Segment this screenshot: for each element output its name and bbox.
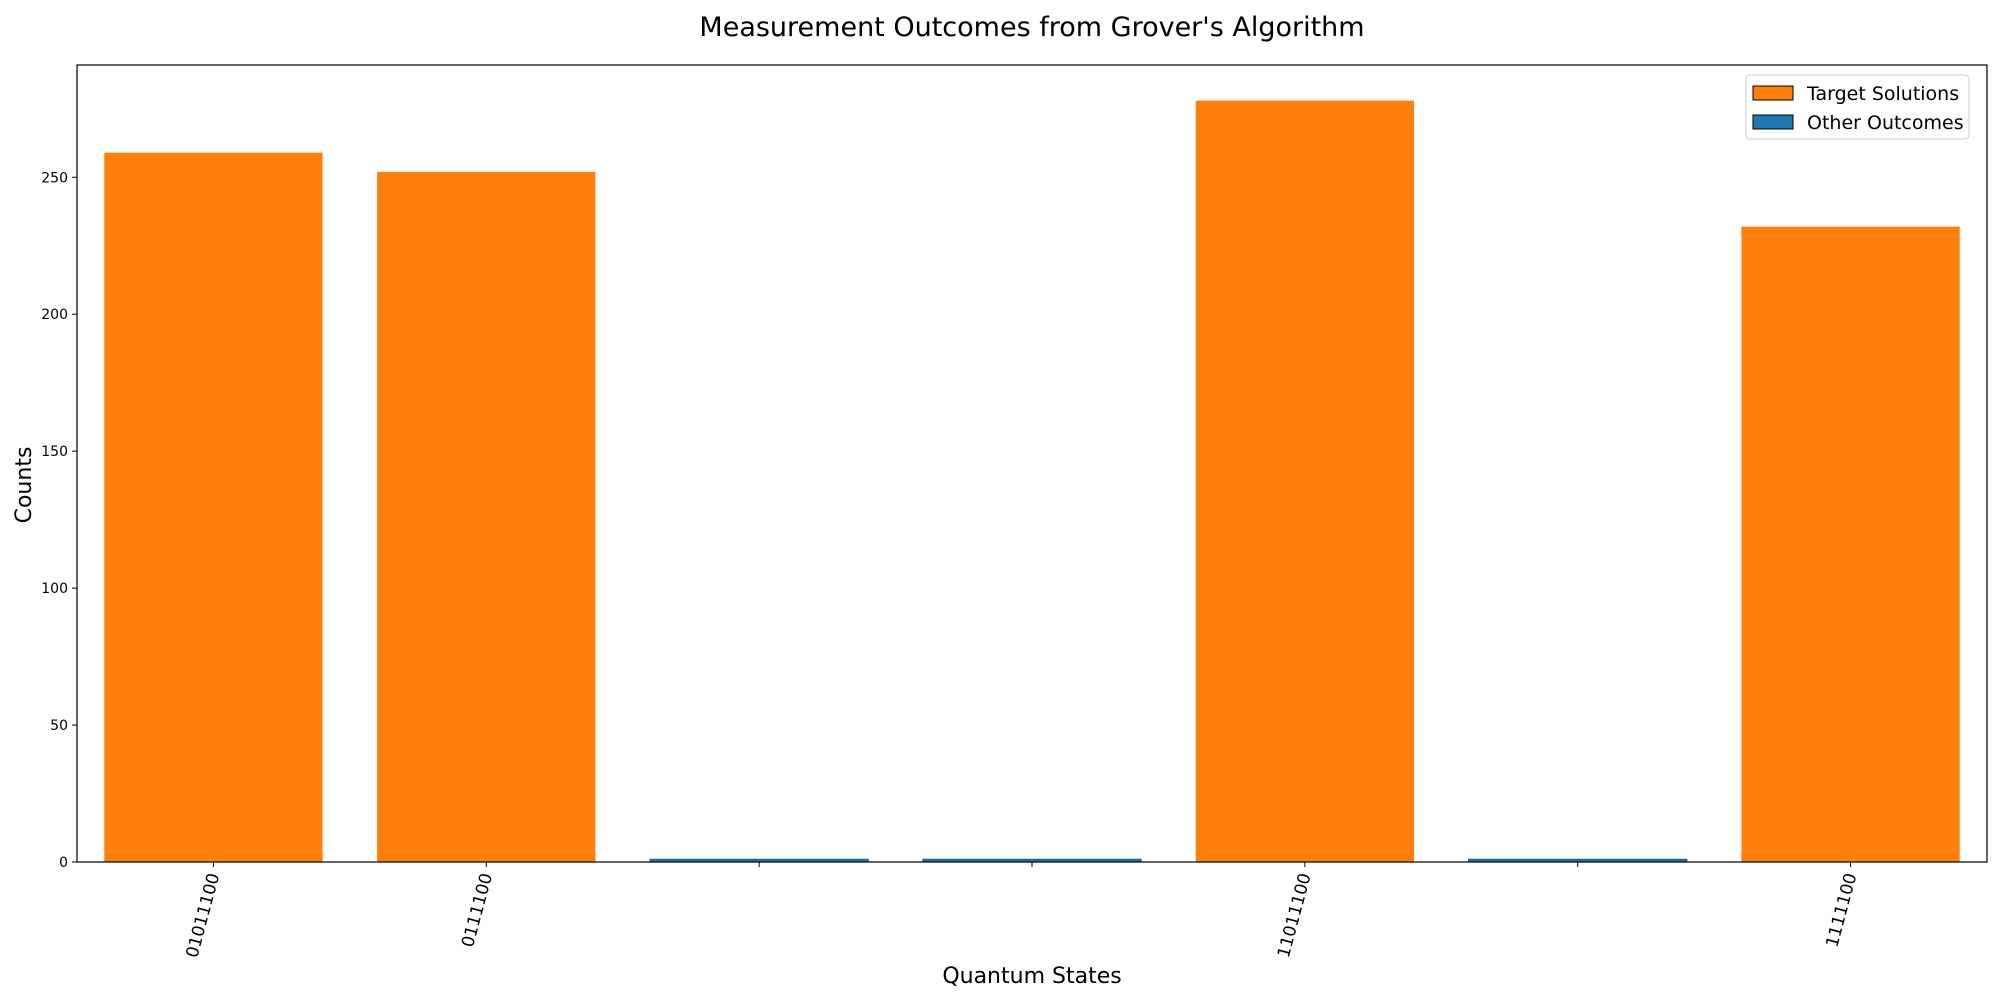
x-axis-label: Quantum States <box>942 964 1121 989</box>
y-tick-label: 150 <box>41 444 68 460</box>
y-tick-label: 200 <box>41 307 68 323</box>
y-axis: 0 50 100 150 200 250 <box>41 170 77 871</box>
legend-swatch <box>1752 85 1794 101</box>
x-tick-label: 1111100 <box>1822 871 1861 949</box>
legend: Target Solutions Other Outcomes <box>1745 74 1970 140</box>
legend-swatch <box>1752 114 1794 130</box>
y-tick-label: 250 <box>41 170 68 186</box>
legend-box <box>1745 74 1970 140</box>
bar-target <box>377 171 596 862</box>
x-tick-label: 11011100 <box>1274 871 1316 960</box>
y-tick-label: 100 <box>41 581 68 597</box>
y-tick-label: 0 <box>59 855 68 871</box>
bar-target <box>1741 226 1960 862</box>
y-axis-label: Counts <box>12 447 37 524</box>
chart-title: Measurement Outcomes from Grover's Algor… <box>699 12 1364 43</box>
bar-target <box>104 152 323 863</box>
plot-frame <box>76 64 1988 863</box>
legend-label: Target Solutions <box>1806 83 1959 105</box>
legend-label: Other Outcomes <box>1807 112 1964 134</box>
x-tick-label: 0111100 <box>458 871 497 949</box>
bars-group <box>104 100 1960 863</box>
x-axis: 01011100 0111100 11011100 1111100 <box>183 862 1861 960</box>
x-tick-label: 01011100 <box>183 871 225 960</box>
y-tick-label: 50 <box>50 718 68 734</box>
bar-target <box>1195 100 1414 863</box>
